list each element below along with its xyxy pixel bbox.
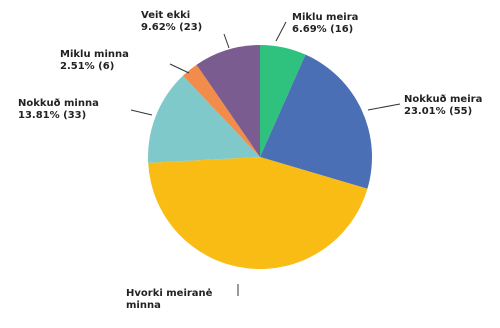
pie-slice-veit-ekki <box>196 45 260 157</box>
slice-label: Miklu meira <box>292 12 358 23</box>
slice-value: 9.62% (23) <box>141 22 202 33</box>
pie-slice-miklu-minna <box>182 64 260 157</box>
leader-line <box>275 21 287 42</box>
pie-slice-nokku-meira <box>260 54 373 189</box>
slice-value: 2.51% (6) <box>60 61 114 72</box>
pie-slices <box>147 45 373 270</box>
leader-line <box>130 109 153 116</box>
slice-label: Nokkuð meira <box>404 94 482 105</box>
slice-value: 6.69% (16) <box>292 24 353 35</box>
slice-label: Hvorki meiranė <box>126 288 213 299</box>
slice-value: 13.81% (33) <box>18 110 86 121</box>
pie-slice-miklu-meira <box>260 45 306 157</box>
slice-value: 23.01% (55) <box>404 106 472 117</box>
leader-line <box>367 103 401 111</box>
leader-line <box>169 63 190 74</box>
leader-line <box>223 33 230 49</box>
slice-label: minna <box>126 300 161 311</box>
slice-label: Veit ekki <box>141 10 190 21</box>
slice-label: Nokkuð minna <box>18 98 99 109</box>
pie-slice-nokku-minna <box>147 75 260 163</box>
slice-label: Miklu minna <box>60 49 129 60</box>
pie-slice-hvorki-meiran-minna <box>148 157 368 270</box>
